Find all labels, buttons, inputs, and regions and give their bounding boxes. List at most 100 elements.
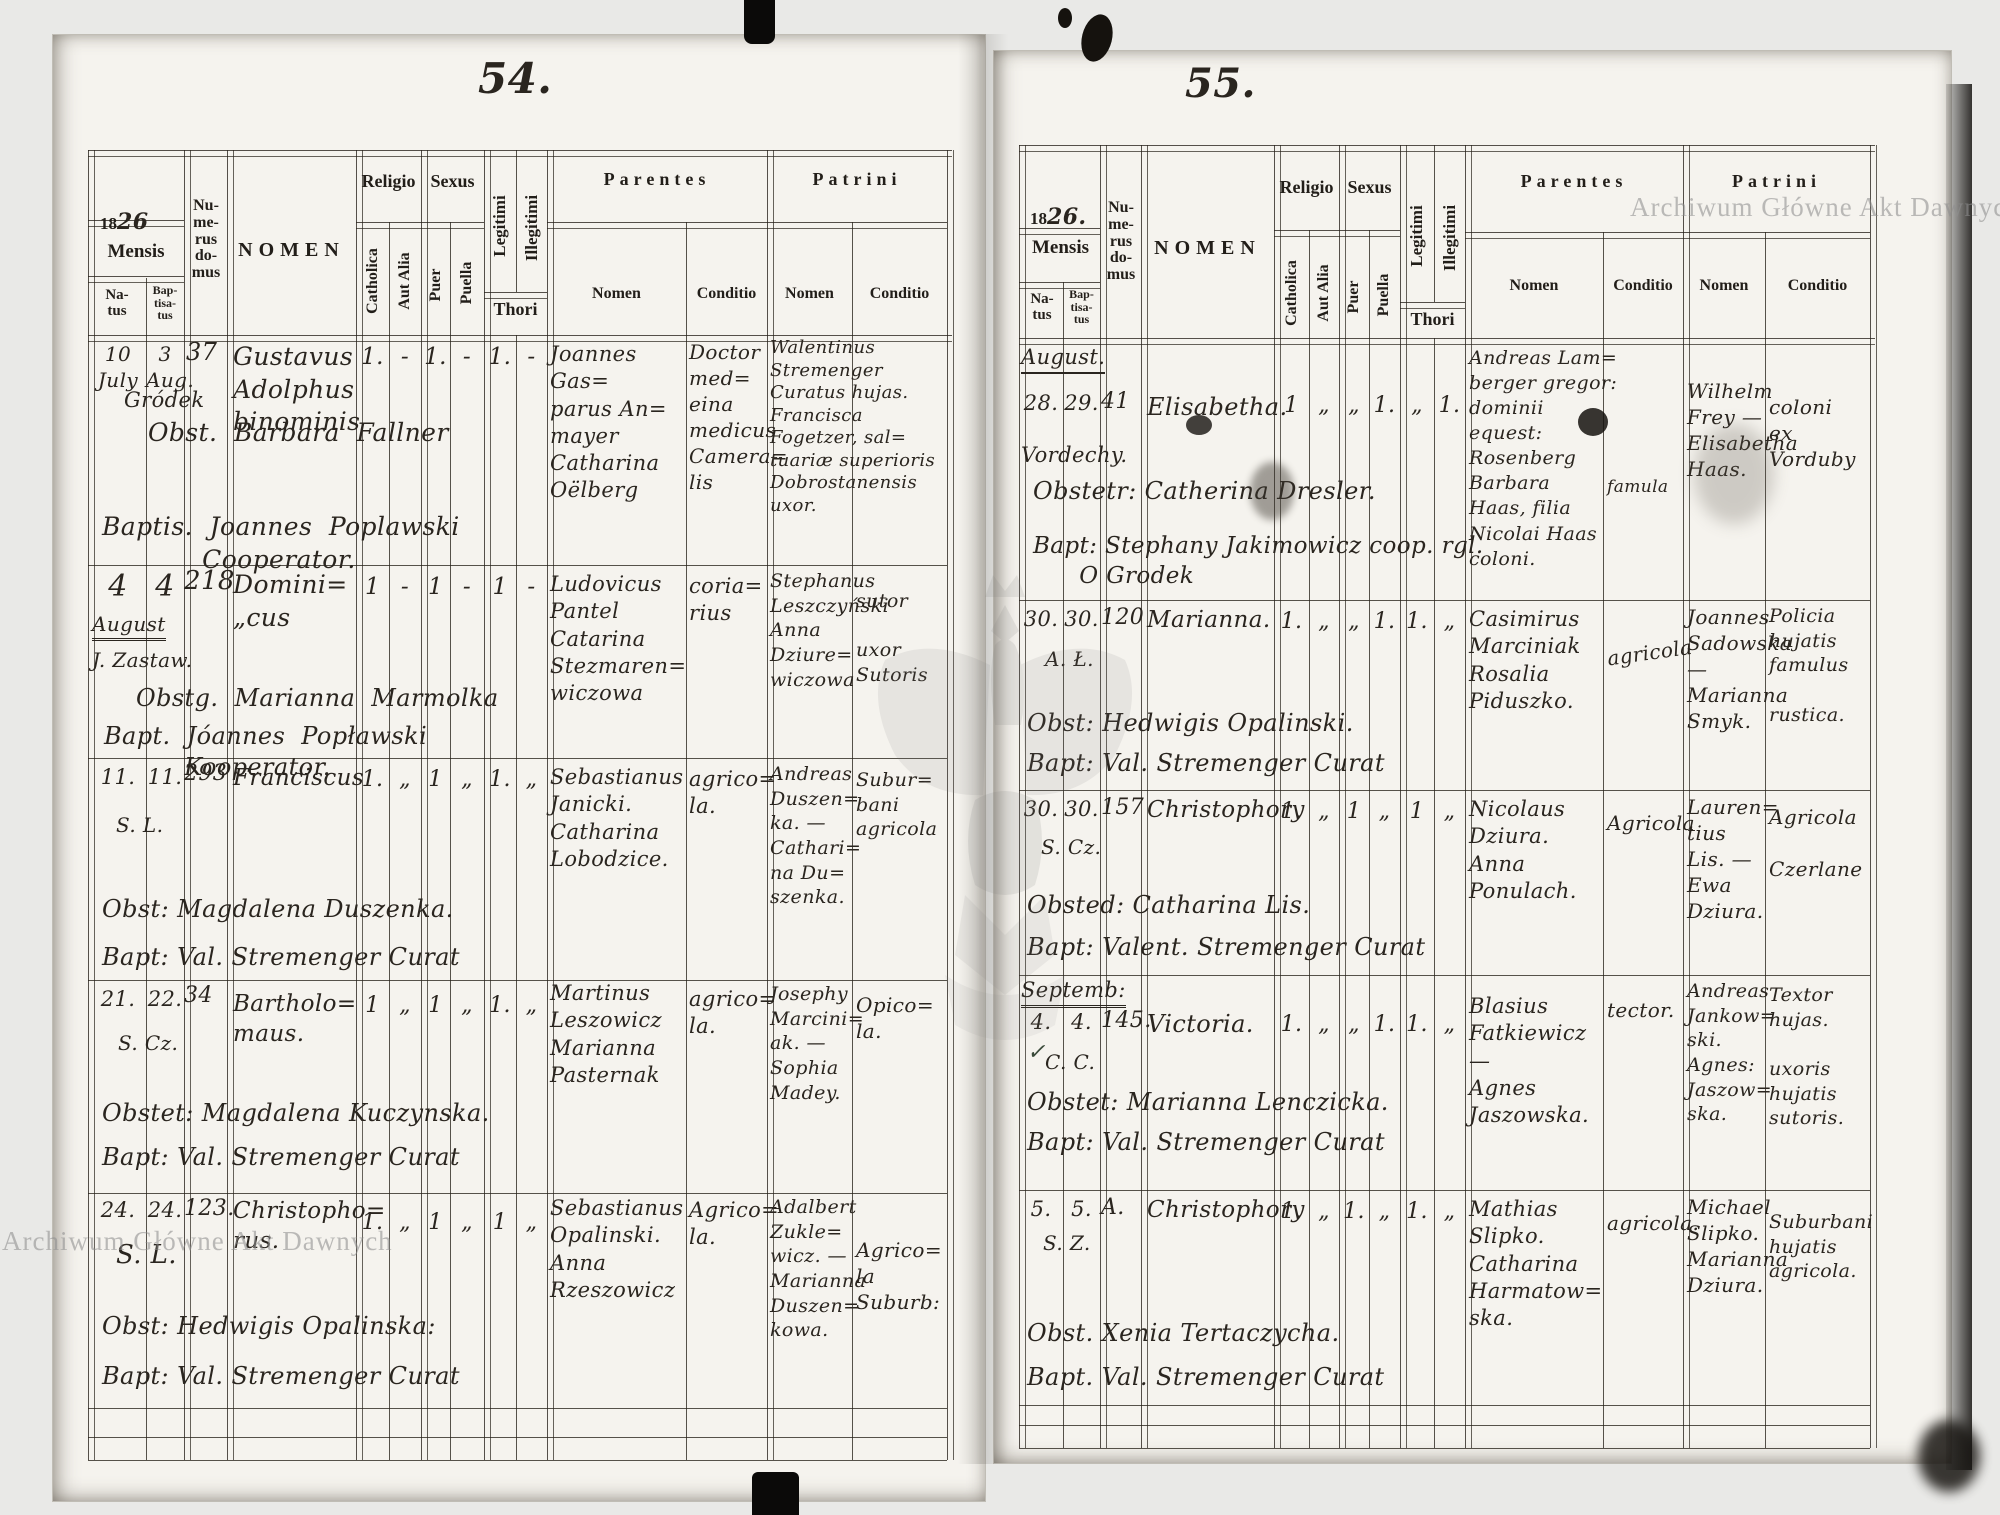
col-header-patrini: Patrini bbox=[812, 169, 902, 189]
entry-parents-condition: agrico= la. bbox=[689, 767, 777, 819]
entry-house-number: 157 bbox=[1101, 795, 1145, 820]
entry-midwife-line: Obst: Magdalena Duszenka. bbox=[102, 895, 454, 923]
mark-aut-alia: „ bbox=[399, 1210, 411, 1235]
entry-baptizer-line: Bapt: Valent. Stremenger Curat bbox=[1027, 933, 1426, 961]
entry-house-number: 41 bbox=[1101, 389, 1130, 414]
mark-aut-alia: - bbox=[400, 574, 410, 600]
mark-puer: 1. bbox=[424, 344, 447, 370]
entry-parents-name: Mathias Slipko. Catharina Harmatow= ska. bbox=[1469, 1197, 1603, 1331]
year-handwritten: 26 bbox=[117, 208, 149, 235]
entry-midwife-line: Obst. Xenia Tertaczycha. bbox=[1027, 1319, 1340, 1347]
col-header-aut-alia: Aut Alia bbox=[396, 252, 413, 310]
rule bbox=[146, 278, 147, 1460]
mark-legitimi: „ bbox=[1411, 393, 1423, 418]
mark-legitimi: 1. bbox=[1406, 1199, 1428, 1224]
entry-parents-name: Ludovicus Pantel Catarina Stezmaren= wic… bbox=[550, 572, 687, 706]
rule bbox=[484, 150, 491, 1460]
col-header-natus: Na- tus bbox=[105, 287, 129, 319]
entry-side-note: S. L. bbox=[116, 1240, 177, 1270]
rule bbox=[421, 150, 428, 1460]
entry-child-name: Marianna. bbox=[1147, 607, 1271, 633]
entry-baptisatus-date: 29. bbox=[1064, 391, 1099, 415]
entry-midwife-line: Obst: Hedwigis Opalinska: bbox=[102, 1312, 436, 1340]
entry-parents-name: Casimirus Marciniak Rosalia Piduszko. bbox=[1469, 607, 1581, 713]
entry-child-name: Elisabetha. bbox=[1147, 393, 1288, 421]
entry-house-number: 120 bbox=[1101, 605, 1145, 630]
entry-baptizer-line: Bapt. Val. Stremenger Curat bbox=[1027, 1363, 1385, 1391]
entry-godparents-name: Adalbert Zukle= wicz. — Marianna Duszen=… bbox=[770, 1196, 867, 1342]
rule bbox=[1434, 145, 1435, 302]
rule bbox=[1019, 282, 1100, 289]
col-header-parentes-nomen: Nomen bbox=[592, 285, 641, 302]
entry-natus-date: 24. bbox=[100, 1198, 136, 1222]
entry-side-note: C. C. bbox=[1045, 1050, 1096, 1074]
entry-natus-date: 30. bbox=[1023, 797, 1059, 821]
entry-godparents-name: Josephy Marcini= ak. — Sophia Madey. bbox=[770, 983, 865, 1104]
mark-puer: 1 bbox=[428, 767, 443, 792]
entry-godparents-condition: Textor hujas. uxoris hujatis sutoris. bbox=[1769, 984, 1845, 1130]
entry-side-note: S. L. bbox=[116, 813, 164, 837]
rule bbox=[1019, 1425, 1870, 1426]
mark-aut-alia: „ bbox=[1318, 609, 1330, 634]
entry-godparents-condition: Suburbani hujatis agricola. bbox=[1769, 1211, 1874, 1283]
entry-child-name: Franciscus bbox=[233, 765, 365, 791]
col-header-nomen: NOMEN bbox=[1154, 237, 1261, 259]
entry-parents-condition: Agrico= la. bbox=[689, 1198, 780, 1250]
register-row: 30. 30. 120 A. Ł. Marianna. 1. „ „ 1. 1.… bbox=[1019, 600, 1870, 790]
mark-catholica: 1 bbox=[364, 574, 381, 600]
entry-baptisatus-date: 30. bbox=[1064, 797, 1099, 821]
rule bbox=[88, 220, 184, 227]
mark-illegitimi: „ bbox=[525, 993, 538, 1018]
entry-midwife-line: Obstet: Magdalena Kuczynska. bbox=[102, 1099, 490, 1127]
col-header-illegitimi: Illegitimi bbox=[1440, 204, 1459, 272]
rule bbox=[1274, 145, 1281, 1448]
entry-parents-condition: coria= rius bbox=[689, 574, 763, 626]
rule bbox=[852, 222, 853, 1460]
rule bbox=[389, 222, 390, 1460]
rule bbox=[1100, 145, 1107, 1448]
year-printed: 18 bbox=[100, 213, 117, 233]
mark-catholica: 1 bbox=[1284, 393, 1299, 418]
col-header-thori: Thori bbox=[493, 299, 538, 319]
col-header-patrini-nomen: Nomen bbox=[1699, 277, 1749, 294]
mark-puer: 1 bbox=[428, 993, 443, 1018]
rule bbox=[1683, 145, 1690, 1448]
register-row: 5. 5. A. S. Z. Christophory 1. „ 1. „ 1.… bbox=[1019, 1190, 1874, 1405]
col-header-parentes-nomen: Nomen bbox=[1509, 277, 1559, 294]
mark-illegitimi: „ bbox=[1443, 1199, 1456, 1224]
entry-baptizer-line: Bapt. Jóannes Popławski Kooperator. bbox=[104, 722, 428, 782]
entry-baptisatus-date: 5. bbox=[1071, 1197, 1092, 1221]
col-header-catholica: Catholica bbox=[1283, 260, 1300, 326]
entry-child-name: Christophory bbox=[1147, 797, 1305, 823]
rule bbox=[88, 1460, 947, 1461]
entry-parents-name: Andreas Lam= berger gregor: dominii eque… bbox=[1469, 347, 1618, 570]
col-header-catholica: Catholica bbox=[364, 248, 381, 314]
entry-parents-condition: agricola. bbox=[1607, 1211, 1700, 1235]
rule bbox=[1019, 1190, 1870, 1191]
col-header-legitimi: Legitimi bbox=[490, 195, 509, 257]
rule bbox=[88, 335, 952, 342]
ink-smudge bbox=[1250, 462, 1294, 520]
rule bbox=[1141, 145, 1148, 1448]
entry-godparents-name: Michael Slipko. Marianna Dziura. bbox=[1687, 1195, 1789, 1297]
entry-natus-date: 28. bbox=[1023, 391, 1059, 415]
col-header-religio: Religio bbox=[361, 171, 416, 191]
entry-side-note: S. Cz. bbox=[118, 1031, 179, 1055]
entry-house-number: 37 bbox=[186, 338, 218, 366]
rule bbox=[88, 980, 947, 981]
entry-baptizer-line: Bapt: Val. Stremenger Curat bbox=[102, 1143, 460, 1171]
rule bbox=[1274, 230, 1400, 237]
entry-month-note: Septemb: bbox=[1021, 977, 1126, 1009]
col-header-patrini: Patrini bbox=[1732, 171, 1821, 191]
col-header-illegitimi: Illegitimi bbox=[522, 194, 541, 262]
col-header-patrini-nomen: Nomen bbox=[785, 285, 834, 302]
mark-puella: „ bbox=[461, 767, 473, 792]
col-header-puer: Puer bbox=[1345, 280, 1362, 314]
entry-baptizer-line: Bapt: Val. Stremenger Curat bbox=[1027, 749, 1385, 777]
rule bbox=[686, 222, 687, 1460]
entry-child-name: Bartholo= maus. bbox=[233, 991, 357, 1047]
entry-natus-date: 4 bbox=[108, 569, 128, 604]
entry-baptizer-line: Bapt: Stephany Jakimowicz coop. rgl. O G… bbox=[1033, 533, 1484, 589]
entry-godparents-name: Joannes Sadowska — Marianna Smyk. bbox=[1687, 605, 1793, 733]
mark-legitimi: 1 bbox=[492, 574, 508, 600]
